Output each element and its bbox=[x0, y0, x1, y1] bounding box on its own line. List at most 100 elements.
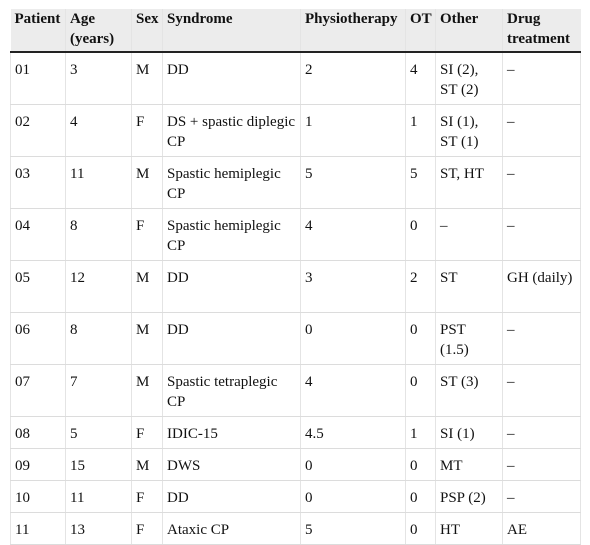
physiotherapy-cell: 0 bbox=[300, 312, 406, 365]
syndrome-cell: Spastic hemiplegic CP bbox=[162, 208, 301, 261]
age-cell: 15 bbox=[65, 448, 132, 481]
header-sex: Sex bbox=[131, 9, 163, 53]
drug-treatment-cell: – bbox=[502, 448, 581, 481]
ot-cell: 4 bbox=[405, 52, 436, 105]
patient-cell: 08 bbox=[10, 416, 66, 449]
table-row: 02 4 F DS + spastic diplegic CP 1 1 SI (1), ST… bbox=[10, 104, 581, 157]
patient-cell: 01 bbox=[10, 52, 66, 105]
drug-treatment-cell: GH (daily) bbox=[502, 260, 581, 313]
table-row: 05 12 M DD 3 2 ST GH (daily) bbox=[10, 260, 581, 313]
other-cell: ST (3) bbox=[435, 364, 503, 417]
physiotherapy-cell: 0 bbox=[300, 480, 406, 513]
table-row: 09 15 M DWS 0 0 MT – bbox=[10, 448, 581, 481]
sex-cell: M bbox=[131, 312, 163, 365]
age-cell: 11 bbox=[65, 156, 132, 209]
age-cell: 3 bbox=[65, 52, 132, 105]
age-cell: 8 bbox=[65, 312, 132, 365]
header-syndrome: Syndrome bbox=[162, 9, 301, 53]
ot-cell: 1 bbox=[405, 104, 436, 157]
drug-treatment-cell: – bbox=[502, 416, 581, 449]
sex-cell: M bbox=[131, 448, 163, 481]
patient-cell: 02 bbox=[10, 104, 66, 157]
other-cell: PST (1.5) bbox=[435, 312, 503, 365]
patient-cell: 03 bbox=[10, 156, 66, 209]
drug-treatment-cell: – bbox=[502, 364, 581, 417]
ot-cell: 0 bbox=[405, 364, 436, 417]
patient-cell: 05 bbox=[10, 260, 66, 313]
age-cell: 4 bbox=[65, 104, 132, 157]
other-cell: MT bbox=[435, 448, 503, 481]
drug-treatment-cell: – bbox=[502, 156, 581, 209]
age-cell: 7 bbox=[65, 364, 132, 417]
syndrome-cell: DD bbox=[162, 52, 301, 105]
syndrome-cell: Spastic hemiplegic CP bbox=[162, 156, 301, 209]
other-cell: SI (2), ST (2) bbox=[435, 52, 503, 105]
table-row: 07 7 M Spastic tetraplegic CP 4 0 ST (3) – bbox=[10, 364, 581, 417]
table-header-row: Patient Age (years) Sex Syndrome Physiot… bbox=[10, 9, 581, 53]
physiotherapy-cell: 2 bbox=[300, 52, 406, 105]
sex-cell: M bbox=[131, 364, 163, 417]
syndrome-cell: DS + spastic diplegic CP bbox=[162, 104, 301, 157]
age-cell: 13 bbox=[65, 512, 132, 545]
table-row: 08 5 F IDIC-15 4.5 1 SI (1) – bbox=[10, 416, 581, 449]
table-row: 04 8 F Spastic hemiplegic CP 4 0– – bbox=[10, 208, 581, 261]
drug-treatment-cell: – bbox=[502, 104, 581, 157]
table-row: 10 11 F DD 0 0 PSP (2) – bbox=[10, 480, 581, 513]
physiotherapy-cell: 3 bbox=[300, 260, 406, 313]
other-cell: – bbox=[435, 208, 503, 261]
syndrome-cell: Spastic tetraplegic CP bbox=[162, 364, 301, 417]
patient-table: Patient Age (years) Sex Syndrome Physiot… bbox=[10, 9, 581, 545]
header-patient: Patient bbox=[10, 9, 66, 53]
header-ot: OT bbox=[405, 9, 436, 53]
sex-cell: M bbox=[131, 52, 163, 105]
header-physiotherapy: Physiotherapy bbox=[300, 9, 406, 53]
header-drug-treatment: Drug treatment bbox=[502, 9, 581, 53]
drug-treatment-cell: AE bbox=[502, 512, 581, 545]
syndrome-cell: DWS bbox=[162, 448, 301, 481]
patient-cell: 04 bbox=[10, 208, 66, 261]
patient-cell: 10 bbox=[10, 480, 66, 513]
other-cell: ST bbox=[435, 260, 503, 313]
physiotherapy-cell: 1 bbox=[300, 104, 406, 157]
other-cell: HT bbox=[435, 512, 503, 545]
ot-cell: 1 bbox=[405, 416, 436, 449]
drug-treatment-cell: – bbox=[502, 208, 581, 261]
age-cell: 8 bbox=[65, 208, 132, 261]
ot-cell: 0 bbox=[405, 512, 436, 545]
table-row: 01 3 M DD 2 4 SI (2), ST (2) – bbox=[10, 52, 581, 105]
patient-cell: 09 bbox=[10, 448, 66, 481]
drug-treatment-cell: – bbox=[502, 480, 581, 513]
sex-cell: F bbox=[131, 208, 163, 261]
table-row: 03 11 M Spastic hemiplegic CP 5 5 ST, HT – bbox=[10, 156, 581, 209]
syndrome-cell: IDIC-15 bbox=[162, 416, 301, 449]
sex-cell: M bbox=[131, 260, 163, 313]
physiotherapy-cell: 4 bbox=[300, 364, 406, 417]
sex-cell: F bbox=[131, 104, 163, 157]
physiotherapy-cell: 4 bbox=[300, 208, 406, 261]
table-row: 06 8 M DD 0 0 PST (1.5) – bbox=[10, 312, 581, 365]
other-cell: SI (1) bbox=[435, 416, 503, 449]
drug-treatment-cell: – bbox=[502, 312, 581, 365]
other-cell: PSP (2) bbox=[435, 480, 503, 513]
physiotherapy-cell: 5 bbox=[300, 156, 406, 209]
ot-cell: 0 bbox=[405, 208, 436, 261]
syndrome-cell: DD bbox=[162, 312, 301, 365]
patient-cell: 11 bbox=[10, 512, 66, 545]
ot-cell: 0 bbox=[405, 312, 436, 365]
syndrome-cell: DD bbox=[162, 260, 301, 313]
table-row: 11 13 F Ataxic CP 5 0 HT AE bbox=[10, 512, 581, 545]
physiotherapy-cell: 4.5 bbox=[300, 416, 406, 449]
sex-cell: F bbox=[131, 416, 163, 449]
ot-cell: 2 bbox=[405, 260, 436, 313]
header-other: Other bbox=[435, 9, 503, 53]
sex-cell: F bbox=[131, 512, 163, 545]
syndrome-cell: Ataxic CP bbox=[162, 512, 301, 545]
header-age: Age (years) bbox=[65, 9, 132, 53]
ot-cell: 0 bbox=[405, 480, 436, 513]
age-cell: 5 bbox=[65, 416, 132, 449]
patient-cell: 07 bbox=[10, 364, 66, 417]
ot-cell: 5 bbox=[405, 156, 436, 209]
physiotherapy-cell: 5 bbox=[300, 512, 406, 545]
age-cell: 12 bbox=[65, 260, 132, 313]
other-cell: SI (1), ST (1) bbox=[435, 104, 503, 157]
